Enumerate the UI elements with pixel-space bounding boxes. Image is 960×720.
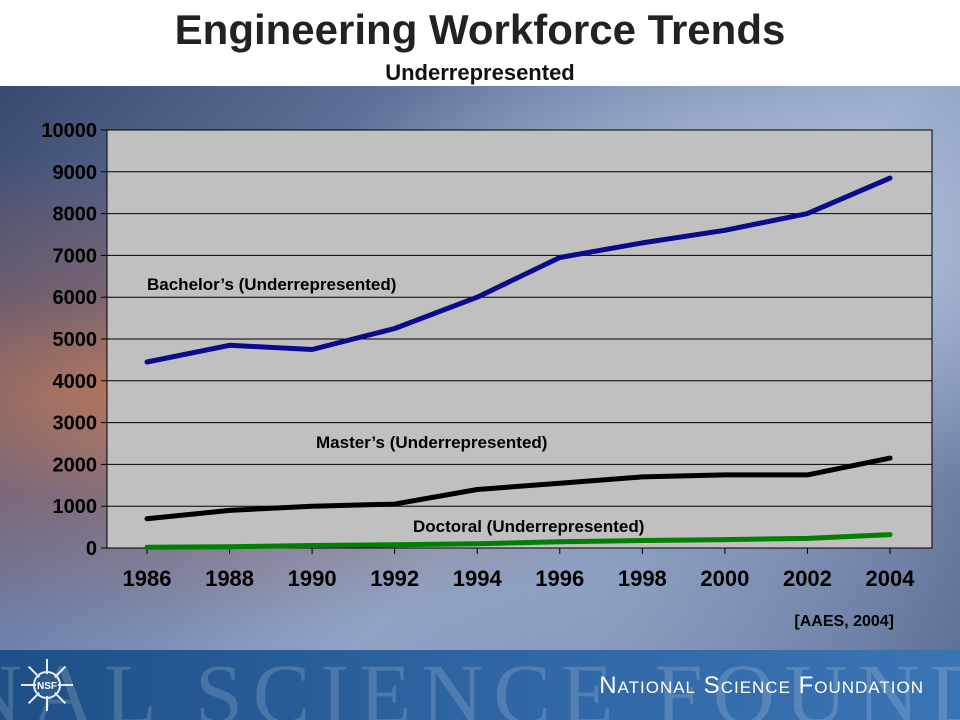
x-tick-label: 1988 [205, 566, 254, 591]
y-tick-label: 7000 [53, 245, 98, 267]
y-tick-label: 9000 [53, 162, 98, 184]
footer-organization: National Science Foundation [599, 672, 924, 699]
series-line-masters [144, 455, 893, 522]
y-tick-label: 4000 [53, 371, 98, 393]
y-tick-label: 2000 [53, 454, 98, 476]
x-tick-label: 1994 [453, 566, 503, 591]
y-tick-label: 6000 [53, 287, 98, 309]
series-line-bachelors [144, 175, 893, 365]
y-tick-label: 0 [86, 538, 97, 560]
y-tick-label: 10000 [41, 120, 97, 142]
x-tick-label: 1992 [370, 566, 419, 591]
x-tick-label: 2000 [700, 566, 749, 591]
y-axis-ticks: 0 1000 2000 3000 4000 5000 6000 7000 8000 9000 100… [41, 120, 107, 560]
x-tick-label: 1998 [618, 566, 667, 591]
x-axis-ticks: 1986 1988 1990 1992 1994 1996 1998 2000 2002 2004 [123, 548, 916, 591]
page-title: Engineering Workforce Trends [174, 6, 786, 53]
y-tick-label: 5000 [53, 329, 98, 351]
series-label-masters: Master’s (Underrepresented) [316, 433, 547, 452]
y-tick-label: 8000 [53, 204, 98, 226]
series-line-doctoral [144, 532, 893, 550]
y-tick-label: 3000 [53, 413, 98, 435]
nsf-logo-text: NSF [37, 681, 57, 692]
x-tick-label: 1986 [123, 566, 172, 591]
x-tick-label: 1990 [288, 566, 337, 591]
series-label-bachelors: Bachelor’s (Underrepresented) [147, 275, 396, 294]
x-tick-label: 1996 [535, 566, 584, 591]
line-chart: 0 1000 2000 3000 4000 5000 6000 7000 8000 9000 100… [41, 120, 933, 591]
footer-watermark: NAL SCIENCE FOUND [0, 650, 960, 720]
x-tick-label: 2004 [866, 566, 916, 591]
y-tick-label: 1000 [53, 496, 98, 518]
series-lines [144, 175, 893, 550]
title-area: Engineering Workforce Trends Underrepres… [0, 0, 960, 86]
footer-banner: NAL SCIENCE FOUND NSF National Science F… [0, 650, 960, 720]
series-label-doctoral: Doctoral (Underrepresented) [413, 517, 644, 536]
source-citation: [AAES, 2004] [794, 613, 894, 630]
nsf-logo-icon: NSF [21, 659, 73, 711]
x-tick-label: 2002 [783, 566, 832, 591]
page-subtitle: Underrepresented [385, 60, 575, 85]
